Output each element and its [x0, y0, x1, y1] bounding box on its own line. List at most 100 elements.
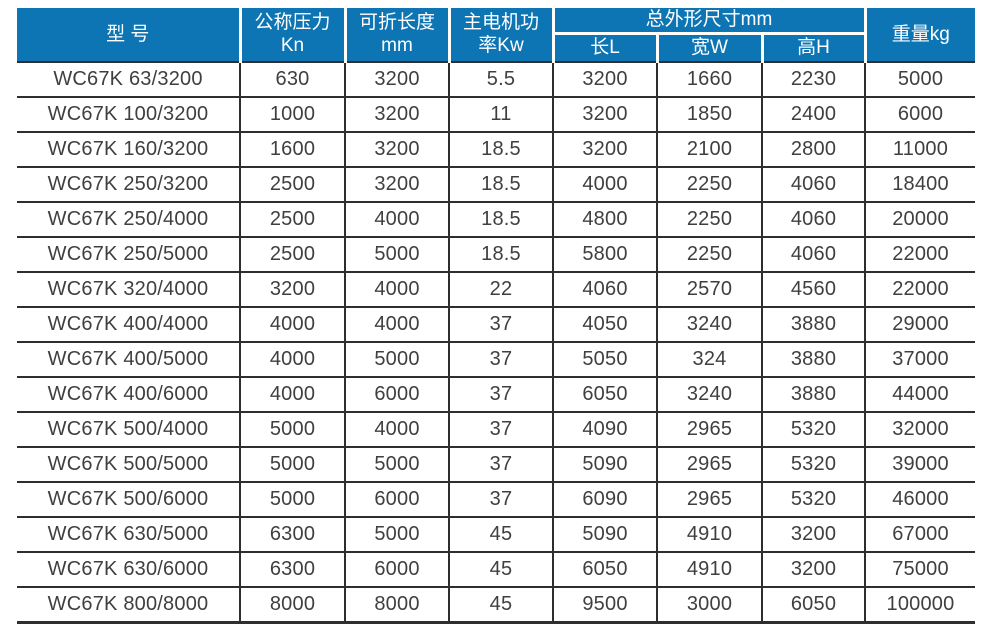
table-row: WC67K 100/3200 1000 3200 11 3200 1850 2400 6000: [17, 96, 975, 134]
value-cell: 5000: [239, 446, 346, 484]
value-cell: 5000: [239, 411, 346, 449]
value-cell: 5000: [239, 481, 346, 519]
col-header-model-label: 型 号: [106, 23, 150, 45]
value-cell: 3200: [552, 61, 658, 99]
value-cell: 75000: [864, 551, 975, 589]
value-cell: 37: [448, 306, 554, 344]
value-cell: 5.5: [448, 61, 554, 99]
value-cell: 4000: [344, 411, 450, 449]
table-row: WC67K 630/5000 6300 5000 45 5090 4910 3200 6700…: [17, 516, 975, 554]
table-row: WC67K 500/5000 5000 5000 37 5090 2965 5320 3900…: [17, 446, 975, 484]
table-row: WC67K 500/4000 5000 4000 37 4090 2965 5320 3200…: [17, 411, 975, 449]
table-row: WC67K 400/6000 4000 6000 37 6050 3240 3880 4400…: [17, 376, 975, 414]
value-cell: 4060: [761, 201, 866, 239]
value-cell: 4000: [239, 376, 346, 414]
value-cell: 2965: [656, 481, 763, 519]
value-cell: 1000: [239, 96, 346, 134]
value-cell: 5320: [761, 446, 866, 484]
value-cell: 29000: [864, 306, 975, 344]
value-cell: 2965: [656, 446, 763, 484]
value-cell: 2500: [239, 201, 346, 239]
value-cell: 45: [448, 516, 554, 554]
model-cell: WC67K 500/5000: [17, 446, 241, 484]
col-header-motor-power: 主电机功 率Kw: [447, 8, 555, 64]
value-cell: 3200: [239, 271, 346, 309]
table-row: WC67K 250/3200 2500 3200 18.5 4000 2250 4060 18…: [17, 166, 975, 204]
value-cell: 6000: [864, 96, 975, 134]
col-header-dimensions-group: 总外形尺寸mm: [551, 8, 867, 36]
value-cell: 5320: [761, 411, 866, 449]
value-cell: 2400: [761, 96, 866, 134]
value-cell: 3880: [761, 306, 866, 344]
value-cell: 4000: [552, 166, 658, 204]
value-cell: 2100: [656, 131, 763, 169]
value-cell: 4800: [552, 201, 658, 239]
value-cell: 39000: [864, 446, 975, 484]
value-cell: 5090: [552, 446, 658, 484]
value-cell: 3200: [552, 96, 658, 134]
value-cell: 2965: [656, 411, 763, 449]
value-cell: 37: [448, 446, 554, 484]
value-cell: 2570: [656, 271, 763, 309]
value-cell: 22000: [864, 271, 975, 309]
table-row: WC67K 160/3200 1600 3200 18.5 3200 2100 2800 11…: [17, 131, 975, 169]
value-cell: 22000: [864, 236, 975, 274]
value-cell: 4000: [344, 201, 450, 239]
value-cell: 6050: [552, 551, 658, 589]
value-cell: 4060: [761, 236, 866, 274]
value-cell: 4000: [344, 271, 450, 309]
model-cell: WC67K 320/4000: [17, 271, 241, 309]
value-cell: 8000: [239, 586, 346, 625]
value-cell: 4910: [656, 516, 763, 554]
value-cell: 630: [239, 61, 346, 99]
model-cell: WC67K 250/3200: [17, 166, 241, 204]
model-cell: WC67K 630/6000: [17, 551, 241, 589]
model-cell: WC67K 100/3200: [17, 96, 241, 134]
value-cell: 18.5: [448, 236, 554, 274]
value-cell: 2800: [761, 131, 866, 169]
value-cell: 6000: [344, 551, 450, 589]
value-cell: 100000: [864, 586, 975, 625]
value-cell: 46000: [864, 481, 975, 519]
value-cell: 37: [448, 411, 554, 449]
value-cell: 4000: [239, 341, 346, 379]
value-cell: 67000: [864, 516, 975, 554]
value-cell: 8000: [344, 586, 450, 625]
model-cell: WC67K 250/5000: [17, 236, 241, 274]
model-cell: WC67K 400/4000: [17, 306, 241, 344]
table-row: WC67K 320/4000 3200 4000 22 4060 2570 4560 2200…: [17, 271, 975, 309]
col-header-dim-length: 长L: [551, 33, 659, 64]
col-header-dim-width: 宽W: [655, 33, 764, 64]
value-cell: 37000: [864, 341, 975, 379]
model-cell: WC67K 500/4000: [17, 411, 241, 449]
value-cell: 1600: [239, 131, 346, 169]
table-row: WC67K 500/6000 5000 6000 37 6090 2965 5320 4600…: [17, 481, 975, 519]
value-cell: 4560: [761, 271, 866, 309]
model-cell: WC67K 250/4000: [17, 201, 241, 239]
value-cell: 3240: [656, 376, 763, 414]
value-cell: 6000: [344, 376, 450, 414]
spec-table-body: WC67K 63/3200 630 3200 5.5 3200 1660 2230 5000 W…: [17, 61, 975, 625]
value-cell: 18.5: [448, 201, 554, 239]
value-cell: 4000: [239, 306, 346, 344]
value-cell: 324: [656, 341, 763, 379]
value-cell: 37: [448, 481, 554, 519]
col-header-weight: 重量kg: [863, 8, 975, 64]
value-cell: 11: [448, 96, 554, 134]
value-cell: 9500: [552, 586, 658, 625]
col-header-model: 型 号: [17, 8, 242, 64]
spec-table: 型 号 公称压力 Kn 可折长度 mm 主电机功 率Kw 总外形尺寸mm 重量k…: [17, 8, 975, 625]
value-cell: 3240: [656, 306, 763, 344]
value-cell: 6050: [552, 376, 658, 414]
value-cell: 5800: [552, 236, 658, 274]
col-header-motor-power-line1: 主电机功: [462, 12, 539, 34]
value-cell: 5000: [344, 341, 450, 379]
table-row: WC67K 250/5000 2500 5000 18.5 5800 2250 4060 22…: [17, 236, 975, 274]
value-cell: 1660: [656, 61, 763, 99]
table-row: WC67K 400/5000 4000 5000 37 5050 324 3880 37000: [17, 341, 975, 379]
value-cell: 3200: [552, 131, 658, 169]
col-header-pressure-line1: 公称压力: [254, 12, 331, 34]
value-cell: 3200: [761, 551, 866, 589]
col-header-fold-length-line2: mm: [381, 34, 413, 56]
